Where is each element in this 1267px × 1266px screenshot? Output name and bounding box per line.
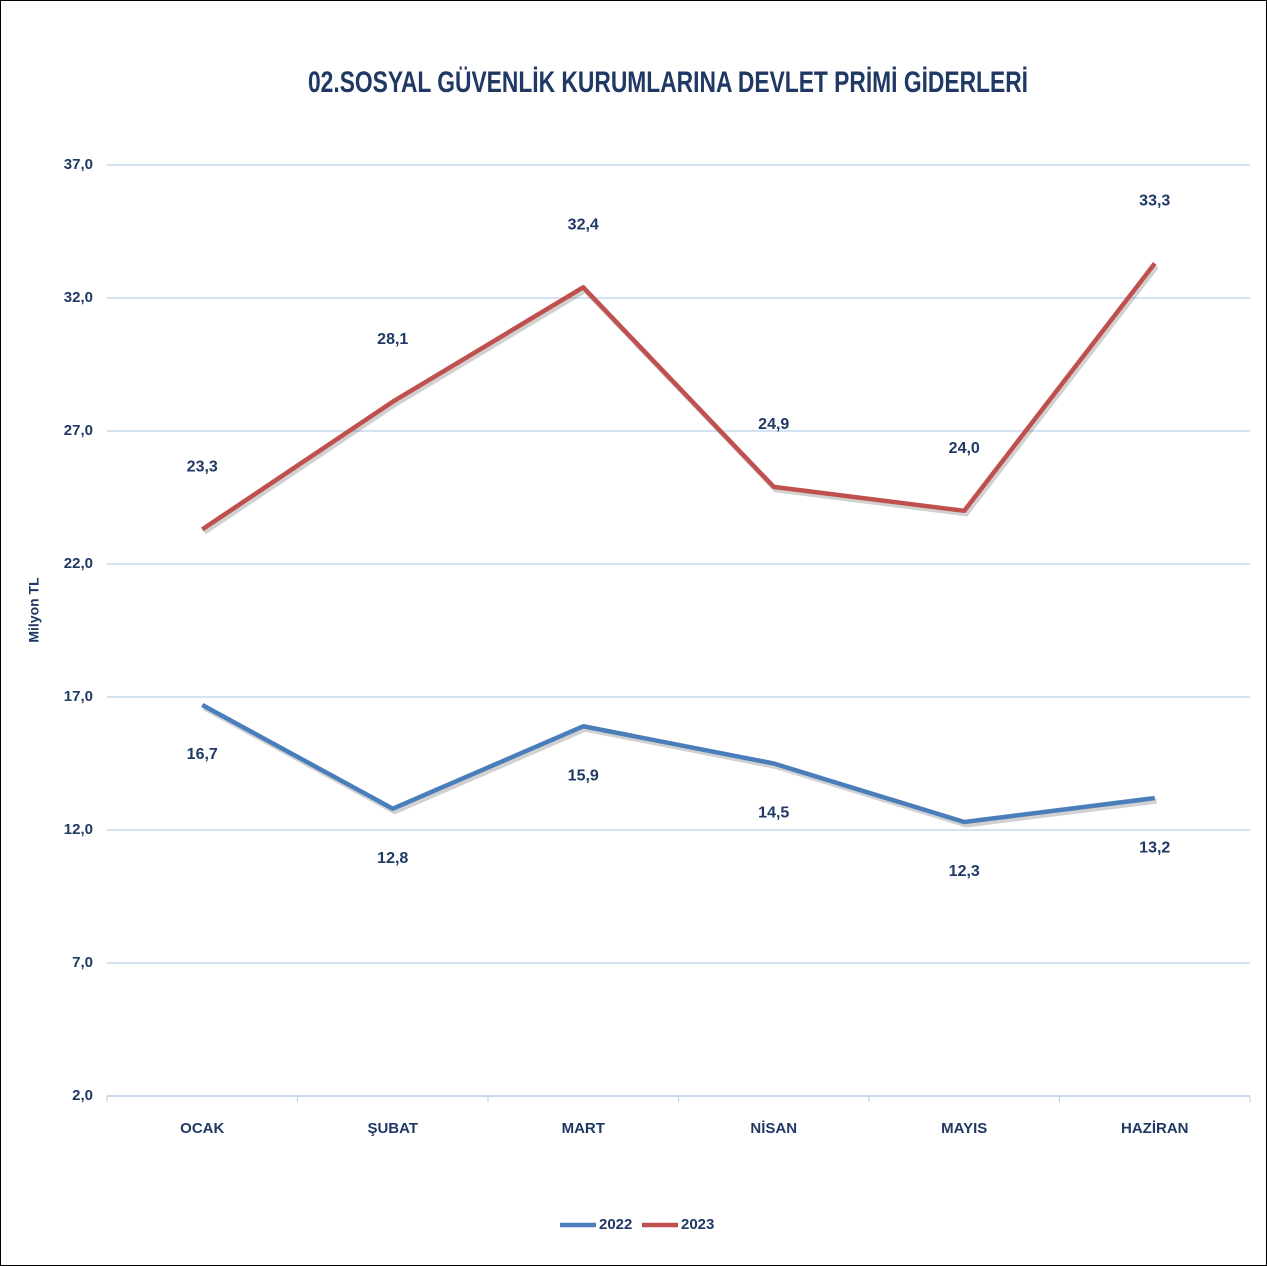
data-label: 33,3 [1139, 193, 1170, 210]
data-label: 24,9 [758, 416, 789, 433]
y-axis-label: Milyon TL [26, 577, 42, 643]
y-tick-label: 37,0 [64, 156, 93, 173]
y-tick-label: 7,0 [72, 954, 93, 971]
data-label: 28,1 [377, 331, 408, 348]
data-label: 23,3 [187, 459, 218, 476]
y-tick-label: 27,0 [64, 422, 93, 439]
y-tick-label: 22,0 [64, 555, 93, 572]
y-tick-label: 32,0 [64, 289, 93, 306]
data-label: 15,9 [568, 767, 599, 784]
data-label: 32,4 [568, 217, 599, 234]
x-tick-label: NİSAN [750, 1120, 797, 1137]
series-line [200, 262, 1157, 532]
data-label: 12,8 [377, 850, 408, 867]
legend-label: 2022 [599, 1216, 632, 1233]
x-tick-label: HAZİRAN [1121, 1120, 1189, 1137]
series-line [201, 703, 1156, 825]
y-tick-label: 2,0 [72, 1087, 93, 1104]
data-label: 13,2 [1139, 839, 1170, 856]
legend-label: 2023 [681, 1216, 714, 1233]
y-tick-label: 12,0 [64, 821, 93, 838]
x-tick-label: MAYIS [941, 1120, 987, 1137]
x-tick-label: MART [562, 1120, 605, 1137]
x-tick-label: OCAK [180, 1120, 224, 1137]
chart-title: 02.SOSYAL GÜVENLİK KURUMLARINA DEVLET PR… [308, 66, 1028, 99]
y-tick-label: 17,0 [64, 688, 93, 705]
data-label: 14,5 [758, 805, 789, 822]
data-label: 16,7 [187, 746, 218, 763]
data-label: 24,0 [949, 440, 980, 457]
data-label: 12,3 [949, 863, 980, 880]
x-tick-label: ŞUBAT [367, 1120, 418, 1137]
